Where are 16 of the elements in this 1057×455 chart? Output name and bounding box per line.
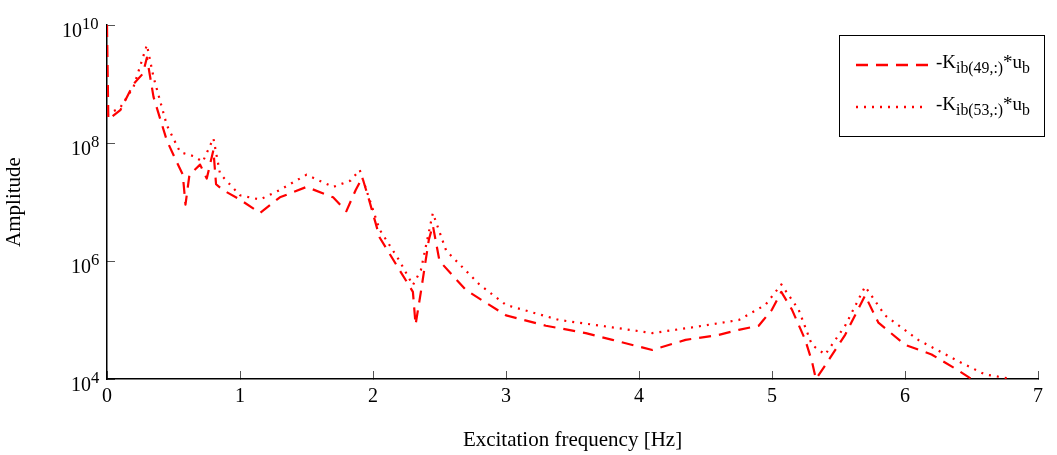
x-tick-label: 3 [501, 384, 511, 407]
x-tick-label: 0 [102, 384, 112, 407]
x-axis-title: Excitation frequency [Hz] [462, 426, 683, 451]
legend-label: -K$_{ib(49,:)}$*u$_{b}$ [935, 50, 1030, 79]
x-tick-label: 2 [368, 384, 378, 407]
x-tick-label: 4 [634, 384, 644, 407]
y-tick-label: 10$^{8}$ [71, 132, 100, 159]
y-axis-title: Amplitude [1, 157, 26, 247]
x-tick-label: 1 [235, 384, 245, 407]
x-tick-label: 6 [900, 384, 910, 407]
x-tick-label: 5 [767, 384, 777, 407]
legend-label: -K$_{ib(53,:)}$*u$_{b}$ [935, 91, 1030, 121]
y-tick-label: 10$^{4}$ [71, 368, 100, 395]
x-tick-label: 7 [1033, 384, 1043, 407]
y-tick-label: 10$^{6}$ [71, 250, 100, 277]
y-tick-label: 10$^{10}$ [62, 14, 99, 41]
